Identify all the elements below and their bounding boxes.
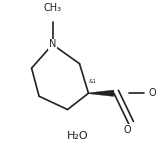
Text: N: N [49, 39, 56, 49]
Text: OH: OH [148, 88, 156, 98]
Text: H₂O: H₂O [67, 131, 89, 141]
Text: CH₃: CH₃ [44, 3, 62, 13]
Text: &1: &1 [88, 79, 96, 84]
Text: O: O [124, 125, 131, 135]
Polygon shape [88, 90, 114, 97]
